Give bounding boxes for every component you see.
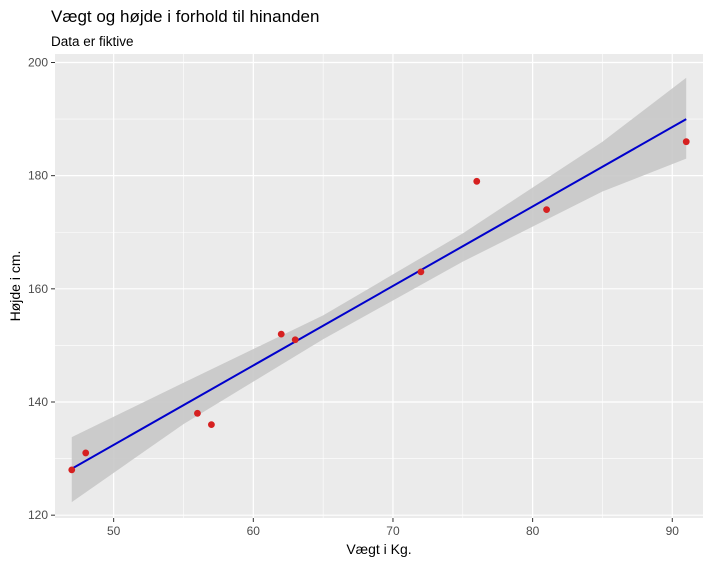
y-tick-label: 200	[28, 55, 48, 69]
data-points	[68, 138, 690, 474]
chart-title: Vægt og højde i forhold til hinanden	[51, 7, 320, 26]
x-tick-label: 90	[666, 524, 680, 538]
y-tick-label: 140	[28, 395, 48, 409]
y-tick-label: 160	[28, 282, 48, 296]
y-axis-ticks: 120 140 160 180 200	[28, 55, 55, 522]
data-point	[543, 206, 550, 214]
data-point	[473, 177, 481, 185]
x-tick-label: 70	[386, 524, 400, 538]
data-point	[194, 409, 201, 417]
minor-gridlines	[55, 54, 703, 518]
data-point	[417, 268, 425, 276]
regression-line	[71, 118, 687, 470]
data-point	[291, 336, 299, 344]
confidence-band	[71, 77, 687, 503]
x-tick-label: 60	[247, 524, 261, 538]
x-tick-label: 80	[526, 524, 540, 538]
data-point	[682, 138, 690, 146]
x-tick-label: 50	[107, 524, 121, 538]
chart-subtitle: Data er fiktive	[51, 34, 134, 49]
data-point	[277, 330, 285, 338]
x-axis-title: Vægt i Kg.	[346, 541, 411, 557]
data-point	[208, 421, 215, 429]
y-tick-label: 180	[28, 169, 48, 183]
x-axis-ticks: 50 60 70 80 90	[107, 518, 679, 538]
y-tick-label: 120	[28, 508, 48, 522]
data-point	[82, 449, 90, 457]
data-point	[68, 466, 76, 474]
y-axis-title: Højde i cm.	[7, 251, 23, 322]
